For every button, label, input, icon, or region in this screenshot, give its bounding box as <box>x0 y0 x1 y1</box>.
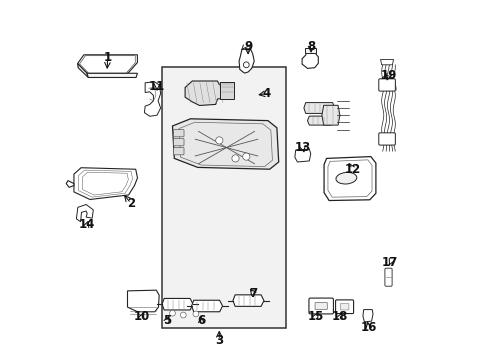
FancyBboxPatch shape <box>340 303 348 310</box>
Text: 4: 4 <box>262 87 270 100</box>
Polygon shape <box>144 82 160 116</box>
FancyBboxPatch shape <box>335 300 353 314</box>
Polygon shape <box>172 119 278 169</box>
Polygon shape <box>232 295 264 306</box>
FancyBboxPatch shape <box>308 298 333 314</box>
Text: 17: 17 <box>382 256 398 269</box>
Polygon shape <box>362 310 372 322</box>
Ellipse shape <box>335 172 356 184</box>
FancyBboxPatch shape <box>173 148 183 155</box>
Polygon shape <box>305 48 315 53</box>
Circle shape <box>242 153 249 160</box>
Text: 14: 14 <box>79 219 95 231</box>
Bar <box>220 82 234 99</box>
Circle shape <box>215 137 223 144</box>
Polygon shape <box>76 204 93 222</box>
FancyBboxPatch shape <box>378 133 394 145</box>
Circle shape <box>169 310 175 316</box>
Text: 5: 5 <box>163 314 171 327</box>
Polygon shape <box>66 181 74 187</box>
FancyBboxPatch shape <box>314 302 326 310</box>
Text: 15: 15 <box>307 310 324 323</box>
Polygon shape <box>307 116 332 125</box>
Text: 16: 16 <box>360 321 376 334</box>
Text: 6: 6 <box>197 314 205 327</box>
Polygon shape <box>324 157 375 201</box>
Text: 1: 1 <box>103 51 112 64</box>
Polygon shape <box>303 103 334 113</box>
Polygon shape <box>294 149 310 162</box>
Polygon shape <box>162 298 193 310</box>
Text: 8: 8 <box>306 40 315 53</box>
Polygon shape <box>80 56 135 73</box>
Text: 9: 9 <box>244 40 252 53</box>
Polygon shape <box>302 53 318 68</box>
Circle shape <box>243 62 249 68</box>
Polygon shape <box>321 105 339 125</box>
Polygon shape <box>191 300 222 312</box>
Text: 13: 13 <box>294 141 310 154</box>
FancyBboxPatch shape <box>173 130 183 137</box>
Text: 19: 19 <box>380 69 396 82</box>
FancyBboxPatch shape <box>384 268 391 286</box>
Text: 11: 11 <box>148 80 165 93</box>
Polygon shape <box>78 55 137 73</box>
Circle shape <box>180 312 186 318</box>
Polygon shape <box>380 59 393 65</box>
FancyBboxPatch shape <box>378 79 394 91</box>
Bar <box>162 67 285 328</box>
Polygon shape <box>74 168 137 199</box>
Text: 10: 10 <box>134 310 150 323</box>
Polygon shape <box>127 290 159 312</box>
Polygon shape <box>78 63 88 77</box>
Polygon shape <box>87 73 137 77</box>
Text: 7: 7 <box>249 287 257 300</box>
Text: 3: 3 <box>215 334 223 347</box>
Text: 18: 18 <box>331 310 348 323</box>
Circle shape <box>231 155 239 162</box>
FancyBboxPatch shape <box>173 139 183 146</box>
Circle shape <box>193 311 199 317</box>
Polygon shape <box>239 49 254 73</box>
Polygon shape <box>185 81 227 105</box>
Text: 2: 2 <box>127 197 135 210</box>
Text: 12: 12 <box>344 163 360 176</box>
